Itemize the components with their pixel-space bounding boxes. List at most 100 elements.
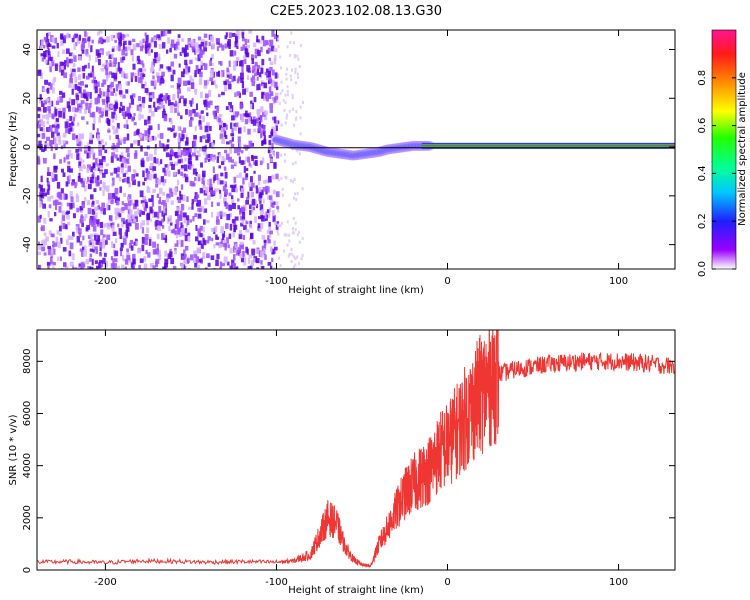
noise-cell bbox=[193, 113, 198, 117]
noise-cell bbox=[155, 177, 159, 184]
noise-cell bbox=[221, 263, 226, 267]
noise-cell bbox=[70, 196, 74, 203]
noise-cell bbox=[207, 102, 211, 108]
noise-cell bbox=[68, 58, 73, 64]
noise-cell bbox=[193, 196, 198, 202]
noise-cell bbox=[51, 233, 55, 238]
noise-cell bbox=[233, 127, 238, 131]
noise-cell bbox=[263, 82, 268, 89]
noise-cell bbox=[92, 171, 95, 178]
noise-cell bbox=[218, 243, 222, 248]
noise-cell bbox=[161, 201, 164, 205]
faint-noise-cell bbox=[290, 259, 293, 263]
noise-cell bbox=[47, 48, 50, 56]
noise-cell bbox=[144, 119, 148, 126]
noise-cell bbox=[100, 68, 105, 72]
noise-cell bbox=[195, 103, 199, 111]
noise-cell bbox=[127, 199, 132, 206]
noise-cell bbox=[239, 143, 242, 150]
noise-cell bbox=[109, 87, 113, 91]
noise-cell bbox=[236, 45, 239, 49]
noise-cell bbox=[192, 108, 196, 114]
noise-cell bbox=[247, 258, 250, 264]
noise-cell bbox=[228, 83, 232, 90]
noise-cell bbox=[140, 60, 143, 65]
colorbar-tick-label: 0.6 bbox=[697, 118, 708, 134]
noise-cell bbox=[250, 77, 254, 82]
noise-cell bbox=[110, 222, 114, 227]
noise-cell bbox=[80, 133, 84, 140]
noise-cell bbox=[119, 247, 123, 252]
noise-cell bbox=[153, 101, 156, 108]
noise-cell bbox=[144, 151, 149, 156]
noise-cell bbox=[43, 192, 47, 197]
noise-cell bbox=[225, 153, 230, 160]
noise-cell bbox=[170, 200, 174, 205]
noise-cell bbox=[155, 219, 159, 227]
noise-cell bbox=[37, 122, 41, 129]
noise-cell bbox=[269, 66, 273, 71]
noise-cell bbox=[259, 191, 263, 198]
noise-cell bbox=[75, 193, 78, 200]
noise-cell bbox=[66, 176, 70, 181]
noise-cell bbox=[46, 177, 49, 183]
noise-cell bbox=[192, 168, 197, 175]
noise-cell bbox=[206, 133, 211, 139]
noise-cell bbox=[94, 206, 99, 211]
noise-cell bbox=[262, 198, 265, 204]
noise-cell bbox=[203, 147, 207, 151]
noise-cell bbox=[102, 189, 105, 197]
noise-cell bbox=[275, 224, 279, 230]
noise-cell bbox=[146, 227, 150, 234]
noise-cell bbox=[164, 263, 168, 268]
noise-cell bbox=[199, 187, 204, 194]
noise-cell bbox=[134, 238, 138, 243]
noise-cell bbox=[114, 250, 119, 257]
noise-cell bbox=[122, 114, 126, 119]
noise-cell bbox=[269, 230, 273, 235]
noise-cell bbox=[124, 266, 127, 269]
noise-cell bbox=[195, 155, 199, 161]
noise-cell bbox=[44, 79, 49, 85]
noise-cell bbox=[67, 161, 71, 165]
noise-cell bbox=[211, 142, 215, 149]
noise-cell bbox=[85, 49, 89, 56]
noise-cell bbox=[52, 248, 56, 255]
noise-cell bbox=[261, 265, 265, 269]
faint-noise-cell bbox=[289, 40, 292, 44]
noise-cell bbox=[184, 157, 187, 162]
noise-cell bbox=[67, 235, 71, 241]
noise-cell bbox=[104, 65, 109, 71]
noise-cell bbox=[76, 153, 80, 160]
noise-cell bbox=[73, 113, 77, 118]
noise-cell bbox=[78, 157, 83, 164]
noise-cell bbox=[126, 248, 129, 253]
noise-cell bbox=[103, 252, 107, 257]
noise-cell bbox=[91, 202, 95, 207]
spectrogram-x-tick-label: 100 bbox=[609, 276, 628, 287]
noise-cell bbox=[105, 68, 109, 76]
noise-cell bbox=[106, 234, 111, 241]
noise-cell bbox=[166, 168, 169, 174]
noise-cell bbox=[191, 152, 196, 157]
noise-cell bbox=[60, 237, 63, 244]
noise-cell bbox=[93, 80, 98, 84]
noise-cell bbox=[234, 35, 238, 40]
noise-cell bbox=[231, 202, 236, 210]
noise-cell bbox=[127, 196, 130, 201]
noise-cell bbox=[274, 221, 278, 226]
noise-cell bbox=[140, 72, 144, 80]
noise-cell bbox=[275, 86, 279, 91]
noise-cell bbox=[250, 191, 253, 198]
noise-cell bbox=[194, 90, 197, 96]
noise-cell bbox=[69, 261, 74, 267]
noise-cell bbox=[271, 257, 274, 263]
noise-cell bbox=[147, 252, 151, 258]
noise-cell bbox=[90, 71, 95, 78]
noise-cell bbox=[271, 30, 275, 37]
noise-cell bbox=[69, 77, 74, 84]
noise-cell bbox=[106, 222, 111, 230]
noise-cell bbox=[266, 209, 270, 213]
noise-cell bbox=[217, 70, 221, 77]
noise-cell bbox=[102, 172, 106, 178]
